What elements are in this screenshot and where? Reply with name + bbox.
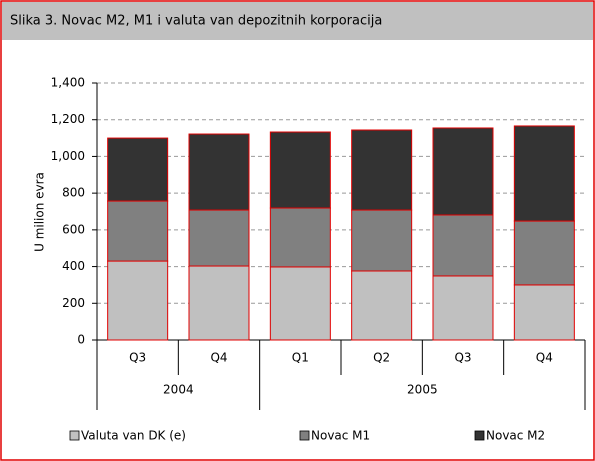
x-tick-label: Q3 bbox=[454, 351, 471, 365]
bar-segment bbox=[269, 207, 331, 268]
bar-segment bbox=[432, 214, 494, 277]
y-tick-label: 1,400 bbox=[51, 76, 85, 90]
y-tick-label: 600 bbox=[62, 222, 85, 236]
x-tick-label: Q1 bbox=[292, 351, 309, 365]
bar-segment bbox=[513, 220, 575, 286]
legend-label: Novac M1 bbox=[311, 429, 370, 443]
bar-segment bbox=[107, 137, 169, 202]
bar-segment bbox=[351, 270, 413, 341]
y-tick-label: 0 bbox=[77, 333, 85, 347]
bar-segment bbox=[269, 131, 331, 209]
bar-segment bbox=[188, 133, 250, 211]
legend-swatch bbox=[474, 430, 485, 441]
bar-segment bbox=[107, 260, 169, 341]
chart-title: Slika 3. Novac M2, M1 i valuta van depoz… bbox=[10, 14, 382, 29]
y-tick-label: 1,200 bbox=[51, 112, 85, 126]
bar-segment bbox=[188, 209, 250, 267]
legend-swatch bbox=[69, 430, 80, 441]
title-bar bbox=[2, 2, 593, 40]
legend-label: Novac M2 bbox=[486, 429, 545, 443]
x-tick-label: Q4 bbox=[210, 351, 227, 365]
group-label: 2005 bbox=[407, 383, 438, 397]
legend-label: Valuta van DK (e) bbox=[81, 429, 186, 443]
y-tick-label: 200 bbox=[62, 296, 85, 310]
group-label: 2004 bbox=[163, 383, 194, 397]
x-tick-label: Q2 bbox=[373, 351, 390, 365]
bar-segment bbox=[351, 209, 413, 272]
y-tick-label: 400 bbox=[62, 259, 85, 273]
x-tick-label: Q4 bbox=[536, 351, 553, 365]
legend-swatch bbox=[299, 430, 310, 441]
y-tick-label: 1,000 bbox=[51, 149, 85, 163]
bar-segment bbox=[432, 127, 494, 216]
bar-segment bbox=[188, 265, 250, 341]
bar-segment bbox=[513, 284, 575, 341]
bar-segment bbox=[351, 129, 413, 211]
bar-segment bbox=[432, 275, 494, 341]
bar-segment bbox=[513, 125, 575, 222]
x-tick-label: Q3 bbox=[129, 351, 146, 365]
bar-segment bbox=[269, 266, 331, 341]
bar-segment bbox=[107, 200, 169, 262]
y-tick-label: 800 bbox=[62, 186, 85, 200]
y-axis-label: U milion evra bbox=[33, 172, 47, 252]
